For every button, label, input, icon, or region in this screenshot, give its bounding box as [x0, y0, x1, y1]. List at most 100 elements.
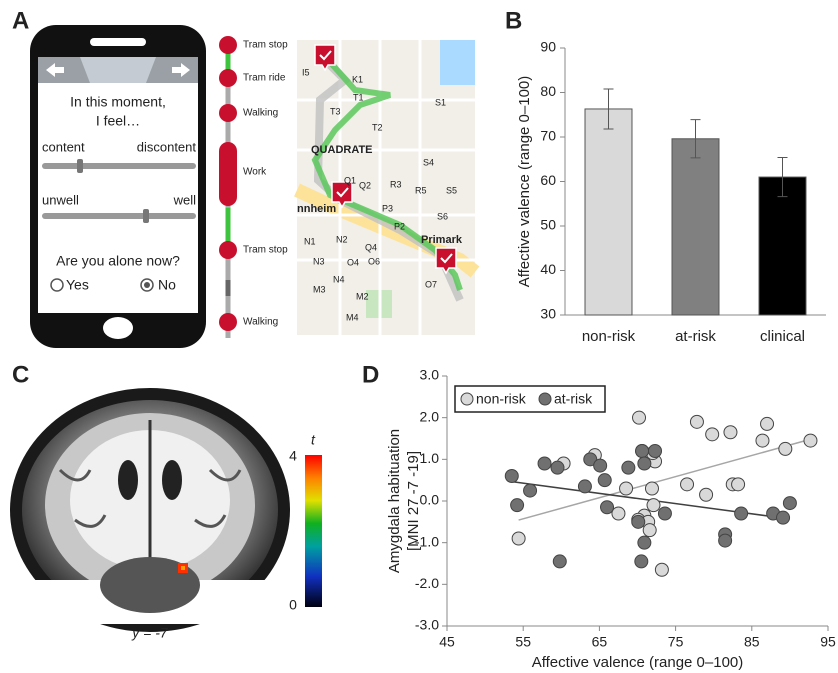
map-label: QUADRATE	[311, 144, 373, 156]
panel-label: C	[12, 361, 29, 388]
scatter-point	[635, 555, 648, 568]
scatter-point	[735, 507, 748, 520]
scatter-point	[512, 532, 525, 545]
timeline-label: Tram stop	[243, 40, 288, 51]
scatter-point	[622, 461, 635, 474]
x-tick-label: non-risk	[582, 328, 636, 345]
timeline-label: Work	[243, 167, 267, 178]
scatter-point	[551, 461, 564, 474]
scatter-point	[706, 428, 719, 441]
timeline-label: Walking	[243, 108, 278, 119]
map-label: N1	[304, 236, 316, 246]
scatter-point	[779, 442, 792, 455]
map-label: P3	[382, 203, 393, 213]
scatter-point	[601, 501, 614, 514]
x-tick-label: at-risk	[675, 328, 716, 345]
map-label: M3	[313, 284, 326, 294]
map-label: T1	[353, 92, 364, 102]
map-label: S6	[437, 211, 448, 221]
scatter-point	[620, 482, 633, 495]
y-tick-label: 60	[540, 172, 556, 188]
x-tick-label: 45	[439, 634, 455, 650]
map-label: S4	[423, 157, 434, 167]
map-label: N3	[313, 256, 325, 266]
y-axis-label: Amygdala habituation	[386, 429, 403, 573]
map-label: N4	[333, 274, 345, 284]
x-tick-label: 75	[668, 634, 684, 650]
timeline-label: Walking	[243, 317, 278, 328]
scatter-point	[724, 426, 737, 439]
colorbar-min: 0	[289, 597, 297, 613]
scatter-point	[633, 411, 646, 424]
slider-left: content	[42, 139, 85, 154]
phone	[30, 25, 206, 348]
scatter-point	[632, 515, 645, 528]
brain-image	[10, 378, 294, 632]
y-axis-label: [MNI 27 -7 -19]	[405, 451, 422, 551]
y-tick-label: 50	[540, 217, 556, 233]
panel-label: B	[505, 7, 522, 34]
panel-label: D	[362, 361, 379, 388]
legend-label: at-risk	[554, 391, 593, 407]
scatter-point	[756, 434, 769, 447]
map-label: T2	[372, 122, 383, 132]
scatter-point	[658, 507, 671, 520]
scatter-point	[700, 488, 713, 501]
timeline-label: Tram ride	[243, 73, 286, 84]
legend-marker	[461, 393, 473, 405]
map-label: M4	[346, 312, 359, 322]
slider-left: unwell	[42, 192, 79, 207]
map-label: N2	[336, 234, 348, 244]
scatter-point	[643, 524, 656, 537]
x-tick-label: 55	[515, 634, 531, 650]
y-tick-label: 40	[540, 261, 556, 277]
map-label: nnheim	[297, 203, 336, 215]
map-label: O4	[347, 257, 359, 267]
figure: ABCDIn this moment,I feel…contentdiscont…	[0, 0, 838, 673]
x-tick-label: 85	[744, 634, 760, 650]
phone-prompt: In this moment,	[70, 94, 166, 110]
y-tick-label: 70	[540, 128, 556, 144]
scatter-point	[690, 415, 703, 428]
colorbar-max: 4	[289, 448, 297, 464]
scatter-point	[681, 478, 694, 491]
brain-caption: y = -7	[131, 625, 169, 641]
option: No	[158, 277, 176, 293]
map-label: S1	[435, 97, 446, 107]
legend-marker	[539, 393, 551, 405]
y-tick-label: 0.0	[420, 492, 440, 508]
colorbar-label: t	[311, 432, 316, 448]
x-tick-label: 65	[592, 634, 608, 650]
y-tick-label: 80	[540, 83, 556, 99]
y-tick-label: 3.0	[420, 367, 440, 383]
scatter-point	[761, 417, 774, 430]
y-tick-label: 30	[540, 306, 556, 322]
map-label: K1	[352, 74, 363, 84]
y-tick-label: -3.0	[415, 617, 439, 633]
x-tick-label: clinical	[760, 328, 805, 345]
scatter-point	[732, 478, 745, 491]
colorbar	[305, 455, 322, 607]
map-label: Q4	[365, 242, 377, 252]
y-tick-label: 90	[540, 39, 556, 55]
scatter-point	[649, 445, 662, 458]
map-label: M2	[356, 291, 369, 301]
phone-question: Are you alone now?	[56, 253, 180, 269]
scatter-point	[645, 482, 658, 495]
y-tick-label: -2.0	[415, 575, 439, 591]
bar	[672, 139, 719, 315]
map-label: T3	[330, 106, 341, 116]
map-label: R3	[390, 179, 402, 189]
scatter-point	[638, 457, 651, 470]
y-axis-label: Affective valence (range 0–100)	[516, 76, 533, 288]
map-label: O6	[368, 256, 380, 266]
y-tick-label: 2.0	[420, 408, 440, 424]
map-label: Q2	[359, 180, 371, 190]
scatter-point	[511, 499, 524, 512]
phone-prompt: I feel…	[96, 113, 140, 129]
scatter-point	[719, 534, 732, 547]
scatter-point	[538, 457, 551, 470]
scatter-point	[553, 555, 566, 568]
map-label: Q1	[344, 175, 356, 185]
bar	[759, 177, 806, 315]
